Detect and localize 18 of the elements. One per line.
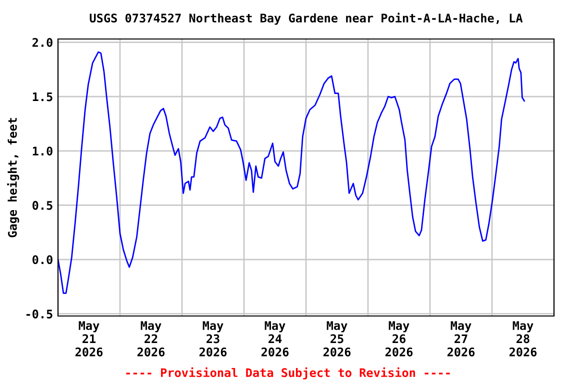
y-tick-label: -0.5 bbox=[26, 310, 52, 318]
y-tick-label: 1.0 bbox=[32, 146, 52, 156]
x-tick-label: May 21 2026 bbox=[75, 321, 103, 356]
x-tick-label: May 22 2026 bbox=[137, 321, 165, 356]
text: ---- Provisional Data Subject to Revision ---- bbox=[126, 367, 450, 380]
y-tick-label: 2.0 bbox=[32, 38, 52, 47]
y-tick-label: 0.5 bbox=[32, 200, 52, 210]
x-tick-label: May 28 2026 bbox=[509, 321, 537, 356]
y-tick-label: 1.5 bbox=[32, 92, 52, 102]
x-tick-label: May 23 2026 bbox=[199, 321, 227, 356]
x-tick-label: May 24 2026 bbox=[261, 321, 289, 356]
x-tick-label: May 27 2026 bbox=[447, 321, 475, 356]
y-tick-label: 0.0 bbox=[32, 255, 52, 264]
x-tick-label: May 26 2026 bbox=[385, 321, 413, 356]
line-series bbox=[58, 51, 525, 294]
y-axis-title: Gage height, feet bbox=[7, 118, 20, 238]
chart-title: USGS 07374527 Northeast Bay Gardene near Point-A-LA-Hache, LA bbox=[90, 12, 523, 25]
x-tick-label: May 25 2026 bbox=[323, 321, 351, 356]
